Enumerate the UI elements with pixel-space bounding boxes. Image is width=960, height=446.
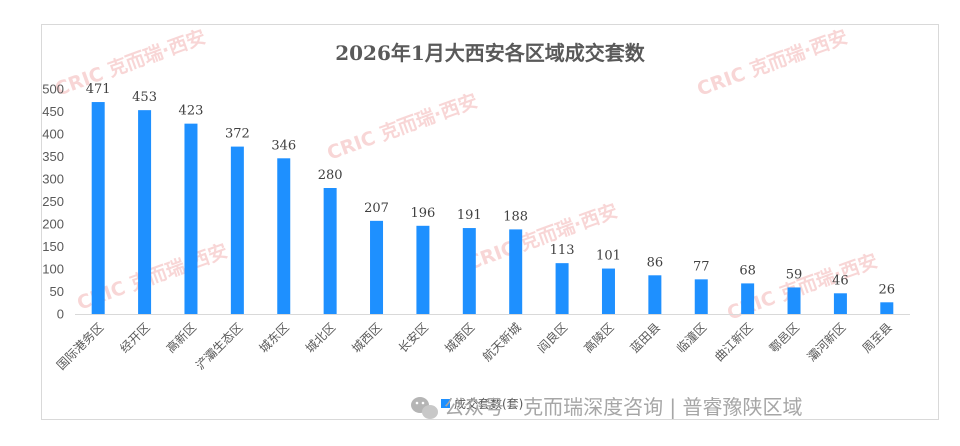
- data-label: 46: [832, 273, 849, 288]
- legend-label: 成交套数(套): [454, 396, 523, 411]
- data-label: 68: [739, 263, 756, 278]
- bar: [138, 110, 152, 315]
- data-label: 207: [364, 201, 389, 216]
- y-axis: 0 50 100 150 200 250 300 350 400 450 500: [42, 82, 64, 322]
- y-tick-label: 250: [42, 194, 64, 209]
- x-tick-label: 高新区: [163, 320, 199, 356]
- bar: [833, 293, 847, 314]
- y-tick-label: 100: [42, 262, 64, 277]
- y-tick-label: 400: [42, 127, 64, 142]
- bar: [694, 279, 708, 314]
- data-label: 280: [318, 168, 343, 183]
- x-tick-label: 经开区: [117, 320, 152, 355]
- bar: [555, 263, 569, 314]
- data-label: 59: [786, 267, 803, 282]
- watermark: CRIC 克而瑞·西安: [694, 25, 851, 101]
- y-tick-label: 150: [42, 239, 64, 254]
- bars: 471 453 423 372 346 280 207 196 191 188 113 101 86 77…: [86, 82, 896, 315]
- data-label: 26: [879, 282, 896, 297]
- data-label: 191: [457, 208, 482, 223]
- source-text: 公众号 · 克而瑞深度咨询 | 普睿豫陕区域: [444, 395, 803, 419]
- y-tick-label: 450: [42, 104, 64, 119]
- bar: [648, 275, 662, 314]
- data-label: 77: [693, 259, 710, 274]
- bar: [277, 158, 291, 314]
- data-label: 346: [271, 138, 296, 153]
- bar: [787, 287, 801, 314]
- data-label: 188: [503, 209, 528, 224]
- wechat-icon: [411, 397, 438, 419]
- x-tick-label: 鄠邑区: [767, 320, 802, 355]
- bar: [370, 220, 384, 314]
- data-label: 372: [225, 127, 250, 142]
- legend: 成交套数(套): [441, 396, 523, 411]
- x-tick-label: 临潼区: [673, 320, 709, 356]
- x-tick-label: 曲江新区: [711, 320, 756, 365]
- x-tick-label: 城北区: [303, 320, 338, 355]
- x-tick-label: 蓝田县: [628, 320, 663, 355]
- x-tick-label: 航天新城: [479, 320, 524, 365]
- watermark: CRIC 克而瑞·西安: [52, 25, 209, 101]
- data-label: 113: [550, 243, 575, 258]
- y-tick-label: 0: [57, 307, 64, 322]
- y-tick-label: 50: [50, 284, 64, 299]
- bar: [741, 283, 755, 314]
- data-label: 471: [86, 82, 111, 97]
- bar: [230, 146, 244, 314]
- bar: [509, 229, 523, 314]
- data-label: 423: [179, 104, 204, 119]
- data-label: 101: [596, 249, 621, 264]
- bar: [416, 225, 430, 314]
- bar: [184, 123, 198, 315]
- x-tick-label: 高陵区: [581, 320, 617, 356]
- x-tick-label: 周至县: [860, 320, 895, 355]
- x-tick-label: 城东区: [257, 320, 292, 355]
- x-tick-label: 长安区: [395, 320, 431, 356]
- x-tick-label: 城西区: [349, 320, 384, 355]
- bar: [91, 102, 105, 314]
- watermark: CRIC 克而瑞·西安: [324, 89, 481, 165]
- source-credit: 公众号 · 克而瑞深度咨询 | 普睿豫陕区域: [411, 395, 803, 419]
- data-label: 196: [411, 206, 436, 221]
- x-tick-label: 浐灞生态区: [193, 320, 245, 372]
- x-tick-label: 阎良区: [534, 320, 570, 356]
- bar: [880, 302, 894, 314]
- x-tick-label: 城南区: [441, 320, 477, 356]
- data-label: 453: [132, 90, 157, 105]
- bar: [323, 188, 337, 314]
- x-tick-label: 灞河新区: [804, 320, 849, 365]
- y-tick-label: 350: [42, 149, 64, 164]
- data-label: 86: [647, 255, 664, 270]
- y-tick-label: 200: [42, 217, 64, 232]
- bar: [462, 228, 476, 314]
- y-tick-label: 300: [42, 172, 64, 187]
- y-tick-label: 500: [42, 82, 64, 97]
- bar: [601, 268, 615, 314]
- x-tick-label: 国际港务区: [53, 320, 106, 373]
- legend-swatch: [441, 399, 450, 408]
- chart-title: 2026年1月大西安各区域成交套数: [335, 41, 646, 65]
